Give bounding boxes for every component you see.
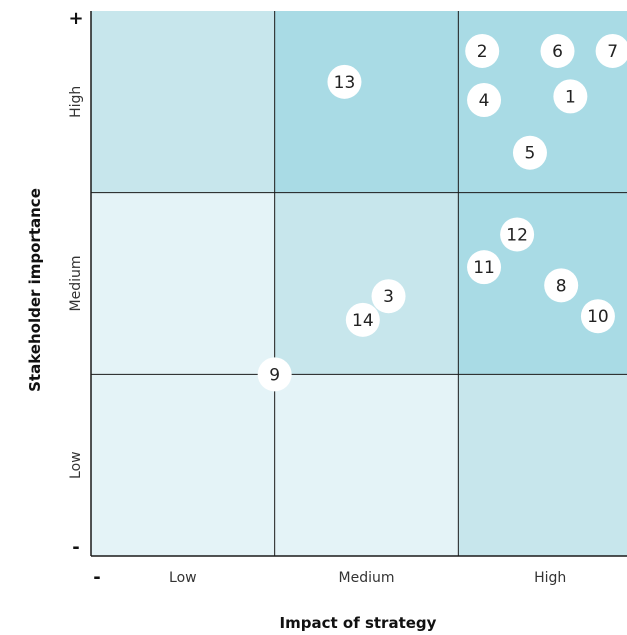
data-point-marker [345, 302, 380, 337]
x-tick-labels: Low Medium High [169, 570, 566, 586]
data-point-11: 11 [467, 250, 502, 285]
data-point-marker [512, 135, 547, 170]
data-point-marker [257, 357, 292, 392]
data-point-marker [327, 64, 362, 99]
data-point-marker [540, 33, 575, 68]
data-point-label: 14 [352, 311, 374, 331]
data-point-marker [467, 83, 502, 118]
y-tick-label: Low [68, 451, 84, 479]
y-tick-labels: Low Medium High [68, 86, 84, 479]
data-point-3: 3 [371, 279, 406, 314]
data-point-8: 8 [544, 268, 579, 303]
data-point-label: 7 [607, 42, 618, 62]
data-point-marker [595, 33, 627, 68]
data-point-marker [371, 279, 406, 314]
axes [90, 11, 627, 557]
data-point-13: 13 [327, 64, 362, 99]
x-min-marker: - [93, 567, 100, 588]
matrix-cell [91, 374, 275, 556]
data-point-label: 12 [506, 225, 528, 245]
matrix-cell [458, 374, 627, 556]
y-min-marker: - [72, 537, 79, 558]
data-point-4: 4 [467, 83, 502, 118]
data-point-12: 12 [500, 217, 535, 252]
data-point-marker [467, 250, 502, 285]
data-point-label: 6 [552, 42, 563, 62]
data-point-9: 9 [257, 357, 292, 392]
data-point-marker [500, 217, 535, 252]
x-axis-title: Impact of strategy [280, 614, 437, 632]
data-point-marker [553, 79, 588, 114]
data-point-label: 9 [269, 365, 280, 385]
data-point-label: 5 [525, 144, 536, 164]
matrix-cell [274, 374, 459, 556]
data-point-label: 8 [556, 276, 567, 296]
data-point-10: 10 [580, 299, 615, 334]
data-point-label: 10 [587, 307, 609, 327]
y-tick-label: Medium [68, 256, 84, 312]
data-point-7: 7 [595, 33, 627, 68]
data-point-label: 2 [477, 42, 488, 62]
data-point-label: 3 [383, 287, 394, 307]
x-tick-label: High [534, 570, 566, 586]
data-point-marker [580, 299, 615, 334]
matrix-cell [274, 192, 459, 375]
data-point-5: 5 [512, 135, 547, 170]
y-max-marker: + [68, 8, 83, 29]
data-point-marker [465, 33, 500, 68]
data-point-marker [544, 268, 579, 303]
data-point-label: 1 [565, 87, 576, 107]
matrix-grid [91, 11, 627, 556]
data-point-label: 11 [473, 258, 495, 278]
data-point-label: 4 [479, 91, 490, 111]
data-point-14: 14 [345, 302, 380, 337]
matrix-cell [91, 11, 275, 193]
x-tick-label: Medium [339, 570, 395, 586]
matrix-cell [274, 11, 459, 193]
data-point-1: 1 [553, 79, 588, 114]
data-point-6: 6 [540, 33, 575, 68]
data-point-2: 2 [465, 33, 500, 68]
data-point-label: 13 [334, 73, 356, 93]
x-tick-label: Low [169, 570, 197, 586]
matrix-cell [91, 192, 275, 375]
y-axis-title: Stakeholder importance [26, 188, 44, 392]
y-tick-label: High [68, 86, 84, 118]
